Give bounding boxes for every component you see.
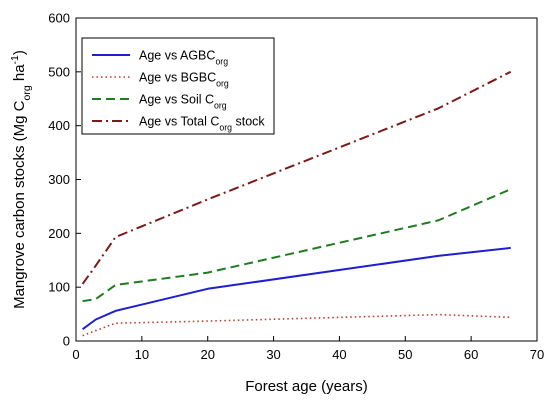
legend-label-agbc: Age vs AGBCorg [139, 49, 228, 67]
text-part: stock [232, 115, 265, 129]
series-line-total [81, 70, 512, 285]
y-tick-label: 500 [48, 64, 70, 79]
text-part: Age vs AGBC [139, 49, 215, 63]
text-part: Age vs Total C [139, 115, 219, 129]
y-tick-label: 200 [48, 226, 70, 241]
text-part: ha [11, 64, 28, 86]
legend-label-bgbc: Age vs BGBCorg [139, 71, 229, 89]
x-tick-label: 70 [530, 347, 544, 362]
text-part: Age vs BGBC [139, 71, 216, 85]
x-tick-label: 10 [135, 347, 149, 362]
series-line-soil [82, 188, 512, 303]
x-tick-label: 50 [398, 347, 412, 362]
text-part: ) [11, 50, 28, 55]
text-part: Mangrove carbon stocks (Mg C [11, 100, 28, 309]
x-tick-label: 20 [200, 347, 214, 362]
legend-label-soil: Age vs Soil Corg [139, 93, 227, 111]
x-tick-label: 40 [332, 347, 346, 362]
series-line-agbc [82, 246, 511, 331]
y-tick-label: 600 [48, 11, 70, 26]
y-tick-label: 400 [48, 118, 70, 133]
y-tick-label: 0 [63, 334, 70, 349]
y-tick-label: 100 [48, 280, 70, 295]
x-axis-title: Forest age (years) [245, 378, 368, 395]
y-tick-label: 300 [48, 172, 70, 187]
text-part: org [215, 57, 228, 67]
series-lines [81, 70, 512, 337]
x-tick-label: 60 [464, 347, 478, 362]
text-part: org [21, 85, 33, 100]
text-part: org [219, 123, 232, 133]
text-part: Age vs Soil C [139, 93, 214, 107]
x-tick-label: 0 [72, 347, 79, 362]
text-part: org [214, 101, 227, 111]
legend-label-total: Age vs Total Corg stock [139, 115, 265, 133]
y-axis-title: Mangrove carbon stocks (Mg Corg ha-1) [9, 50, 33, 309]
text-part: org [216, 79, 229, 89]
text-part: -1 [9, 55, 21, 64]
axes: 0 10 20 30 40 50 60 70 0 100 200 300 400 500 600 Forest… [9, 11, 544, 396]
x-tick-label: 30 [266, 347, 280, 362]
series-line-bgbc [82, 313, 511, 337]
